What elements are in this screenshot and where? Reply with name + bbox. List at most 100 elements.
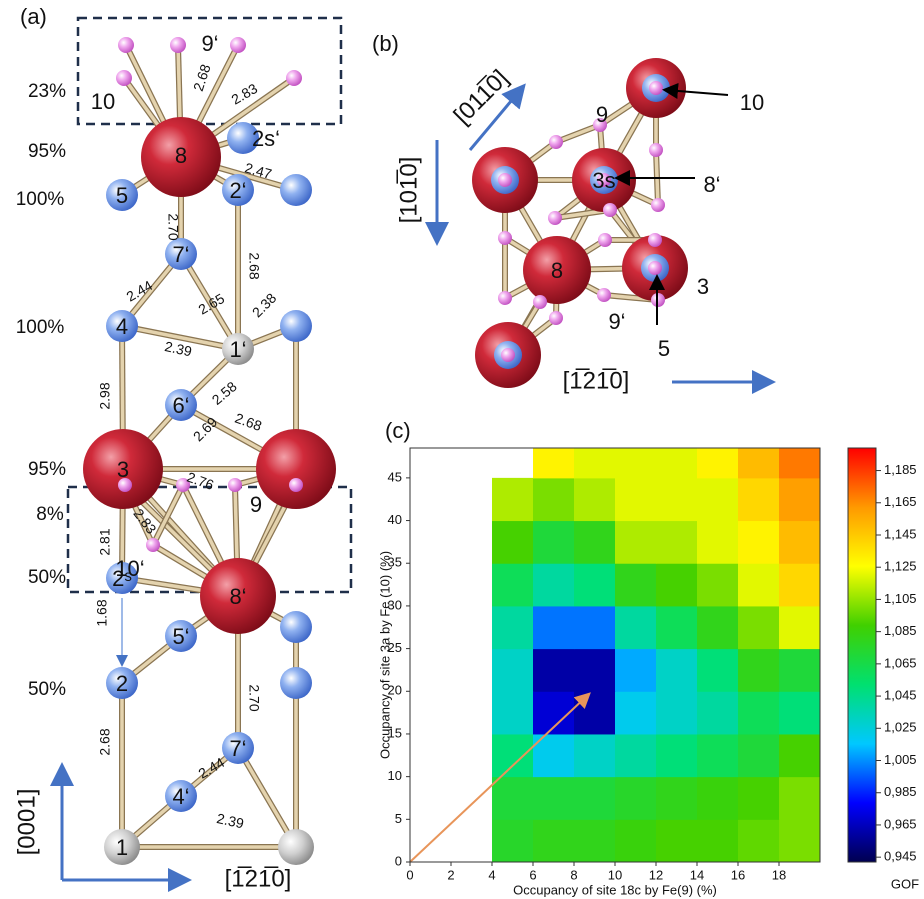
- bond-label: 2.70: [246, 684, 262, 711]
- atom-label: 9‘: [201, 31, 218, 56]
- atom: [278, 829, 314, 865]
- heat-cell: [779, 478, 821, 521]
- heat-cell: [574, 563, 616, 606]
- bond-label: 2.39: [215, 810, 245, 831]
- colorbar-tick-label: 1,065: [884, 655, 917, 670]
- heat-cell: [779, 734, 821, 777]
- heat-cell: [574, 649, 616, 692]
- heat-cell: [533, 521, 575, 564]
- heat-cell: [615, 563, 657, 606]
- heat-cell: [697, 691, 739, 734]
- atom: [649, 81, 663, 95]
- heat-cell: [492, 521, 534, 564]
- heat-cell: [738, 606, 780, 649]
- atom-label: 7‘: [172, 242, 189, 267]
- colorbar-tick-label: 1,165: [884, 494, 917, 509]
- heat-cell: [492, 563, 534, 606]
- atom-label: 2s‘: [252, 126, 280, 151]
- heat-cell: [533, 478, 575, 521]
- x-tick-label: 10: [608, 867, 622, 882]
- colorbar-title: GOF: [891, 876, 919, 891]
- heat-cell: [656, 606, 698, 649]
- heat-cell: [656, 691, 698, 734]
- y-tick-label: 45: [388, 469, 402, 484]
- y-tick-label: 30: [388, 597, 402, 612]
- atom: [598, 233, 612, 247]
- bond-label: 2.76: [185, 469, 216, 493]
- atom-label: 3: [117, 457, 129, 482]
- heat-cell: [779, 691, 821, 734]
- x-tick-label: 6: [529, 867, 536, 882]
- atom-label: 3s: [592, 168, 615, 193]
- heat-cell: [492, 606, 534, 649]
- occupancy: 23%: [28, 81, 66, 102]
- panel-b: (b) [011̅0] [101̅0] [1̅21̅0] 9103s8‘839‘…: [372, 31, 770, 395]
- x-tick-label: 18: [772, 867, 786, 882]
- atom: [230, 37, 246, 53]
- heat-cell: [615, 649, 657, 692]
- x-tick-label: 4: [488, 867, 495, 882]
- heat-cell: [779, 819, 821, 862]
- atom: [533, 295, 547, 309]
- heat-cell: [615, 691, 657, 734]
- atom-label: 9‘: [608, 309, 625, 334]
- heat-cell: [738, 777, 780, 820]
- heat-cell: [697, 563, 739, 606]
- panel-label: (c): [385, 418, 411, 443]
- bond-label: 2.58: [209, 378, 240, 408]
- bond-label: 2.68: [190, 62, 214, 93]
- direction-label: [0001]: [13, 789, 40, 856]
- atom-label: 3: [697, 274, 709, 299]
- bond-label: 2.70: [165, 213, 181, 240]
- atom-label: 2‘: [229, 178, 246, 203]
- panel-c: (c) Occupancy of site 18c by Fe(9) (%) O…: [377, 418, 919, 898]
- heat-cell: [697, 606, 739, 649]
- occupancy: 8%: [36, 504, 64, 525]
- atom-label: 4: [116, 314, 128, 339]
- heat-cell: [615, 606, 657, 649]
- heat-cell: [656, 478, 698, 521]
- atom-label: 4‘: [172, 784, 189, 809]
- x-tick-label: 12: [649, 867, 663, 882]
- heat-cell: [615, 734, 657, 777]
- heat-cell: [697, 435, 739, 478]
- direction-label: [1̅21̅0]: [225, 865, 292, 892]
- x-tick-label: 14: [690, 867, 704, 882]
- heat-cell: [615, 521, 657, 564]
- heat-cell: [697, 734, 739, 777]
- y-tick-label: 20: [388, 683, 402, 698]
- heat-cell: [656, 563, 698, 606]
- atom: [548, 211, 562, 225]
- colorbar-tick-label: 1,045: [884, 688, 917, 703]
- heat-cell: [779, 521, 821, 564]
- heat-cell: [492, 649, 534, 692]
- heat-cell: [779, 563, 821, 606]
- heat-cell: [492, 819, 534, 862]
- atom-label: 1: [116, 835, 128, 860]
- atom: [498, 291, 512, 305]
- heat-cell: [533, 563, 575, 606]
- heat-cell: [697, 777, 739, 820]
- colorbar-tick-label: 0,945: [884, 849, 917, 864]
- bond: [556, 125, 600, 142]
- heat-cell: [738, 649, 780, 692]
- heat-cell: [574, 521, 616, 564]
- atom: [549, 135, 563, 149]
- atom-label: 5: [658, 336, 670, 361]
- bond-label: 2.38: [249, 290, 280, 321]
- heat-cell: [738, 691, 780, 734]
- colorbar: [848, 448, 876, 862]
- colorbar-tick-label: 1,085: [884, 623, 917, 638]
- heat-cell: [738, 734, 780, 777]
- atom: [648, 261, 662, 275]
- panel-label: (b): [372, 31, 399, 56]
- colorbar-tick-label: 1,025: [884, 720, 917, 735]
- colorbar-tick-label: 1,145: [884, 526, 917, 541]
- x-tick-label: 0: [406, 867, 413, 882]
- atom: [118, 37, 134, 53]
- atom-label: 1‘: [229, 337, 246, 362]
- heat-cell: [697, 649, 739, 692]
- heat-cell: [574, 777, 616, 820]
- atom: [228, 478, 242, 492]
- colorbar-tick-label: 1,105: [884, 591, 917, 606]
